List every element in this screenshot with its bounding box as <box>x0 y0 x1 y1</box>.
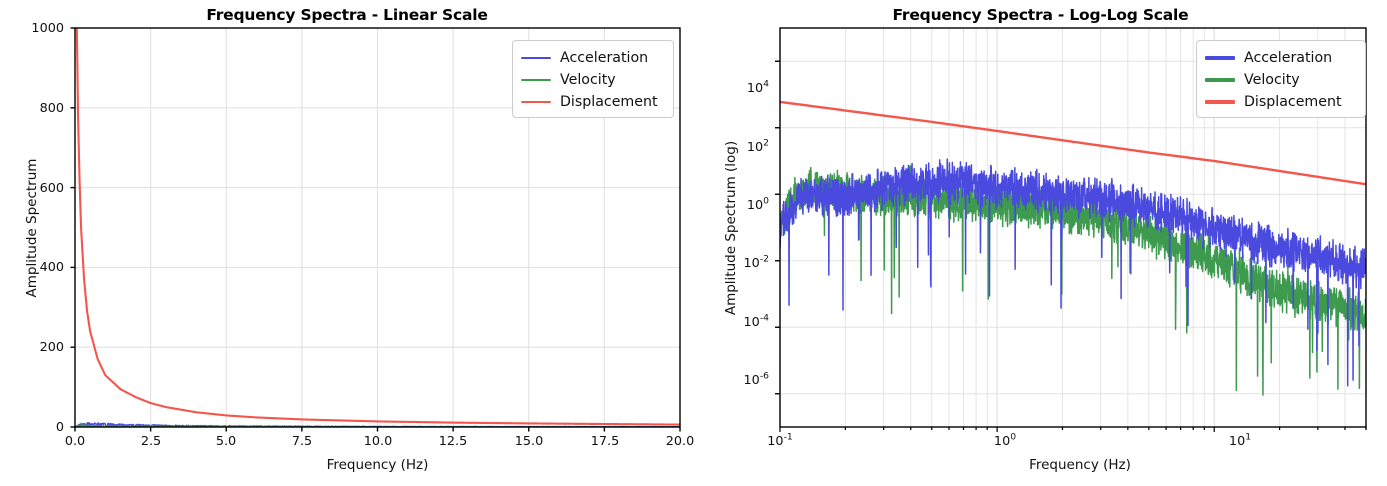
loglog-ytick-1e-2: 10-2 <box>743 253 769 271</box>
loglog-x-axis-label: Frequency (Hz) <box>1029 457 1131 473</box>
linear-xtick-7p5: 7.5 <box>291 434 313 449</box>
linear-ytick-200: 200 <box>39 340 64 355</box>
loglog-ytick-1e4: 104 <box>746 78 769 96</box>
linear-chart-title: Frequency Spectra - Linear Scale <box>206 6 488 24</box>
linear-xtick-10: 10.0 <box>363 434 393 449</box>
loglog-chart-title: Frequency Spectra - Log-Log Scale <box>892 6 1189 24</box>
displacement-color-swatch-icon <box>521 100 551 104</box>
panel-loglog-scale: Frequency Spectra - Log-Log Scale Amplit… <box>694 0 1387 486</box>
linear-xtick-5: 5.0 <box>215 434 237 449</box>
loglog-legend-label-acceleration: Acceleration <box>1244 50 1333 66</box>
linear-legend-label-velocity: Velocity <box>560 72 616 88</box>
linear-legend-row-velocity[interactable]: Velocity <box>521 69 664 91</box>
velocity-color-swatch-icon <box>521 78 551 82</box>
linear-xtick-0: 0.0 <box>64 434 86 449</box>
linear-ytick-400: 400 <box>39 260 64 275</box>
linear-legend-row-displacement[interactable]: Displacement <box>521 91 664 113</box>
linear-ytick-600: 600 <box>39 181 64 196</box>
linear-plot-canvas <box>70 27 681 432</box>
linear-xtick-15: 15.0 <box>514 434 544 449</box>
velocity-color-swatch-icon <box>1205 78 1235 82</box>
loglog-legend-label-velocity: Velocity <box>1244 72 1300 88</box>
loglog-xtick-1e0: 100 <box>993 431 1017 449</box>
linear-x-axis-label: Frequency (Hz) <box>326 457 429 473</box>
loglog-xtick-1e-1: 10-1 <box>767 431 793 449</box>
loglog-xtick-1e1: 101 <box>1228 431 1252 449</box>
loglog-legend[interactable]: Acceleration Velocity Displacement <box>1196 40 1366 118</box>
linear-xtick-12p5: 12.5 <box>438 434 468 449</box>
linear-legend-label-displacement: Displacement <box>560 94 658 110</box>
panel-linear-scale: Frequency Spectra - Linear Scale Amplitu… <box>24 6 694 473</box>
linear-xtick-20: 20.0 <box>665 434 695 449</box>
loglog-legend-row-velocity[interactable]: Velocity <box>1205 69 1356 91</box>
loglog-ytick-1e2: 102 <box>746 137 769 155</box>
linear-ytick-1000: 1000 <box>31 21 64 36</box>
loglog-ytick-1e-4: 10-4 <box>743 312 769 330</box>
linear-xtick-17p5: 17.5 <box>590 434 620 449</box>
acceleration-color-swatch-icon <box>1205 56 1235 60</box>
linear-xtick-2p5: 2.5 <box>140 434 162 449</box>
linear-ytick-0: 0 <box>55 420 64 435</box>
linear-legend[interactable]: Acceleration Velocity Displacement <box>512 40 674 118</box>
loglog-plot-canvas <box>775 27 1367 432</box>
linear-ytick-800: 800 <box>39 101 64 116</box>
loglog-legend-label-displacement: Displacement <box>1244 94 1342 110</box>
loglog-ytick-1e0: 100 <box>746 195 769 213</box>
displacement-color-swatch-icon <box>1205 100 1235 104</box>
acceleration-color-swatch-icon <box>521 56 551 60</box>
loglog-legend-row-acceleration[interactable]: Acceleration <box>1205 47 1356 69</box>
loglog-ytick-1e-6: 10-6 <box>743 370 769 388</box>
loglog-legend-row-displacement[interactable]: Displacement <box>1205 91 1356 113</box>
linear-legend-label-acceleration: Acceleration <box>560 50 649 66</box>
linear-legend-row-acceleration[interactable]: Acceleration <box>521 47 664 69</box>
